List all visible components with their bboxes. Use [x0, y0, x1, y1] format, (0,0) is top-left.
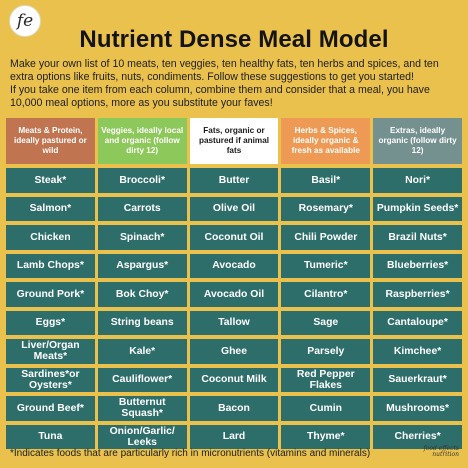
food-item-cell: Chicken — [6, 225, 95, 250]
food-item-cell: Kale* — [97, 339, 187, 364]
food-item-cell: Raspberries* — [373, 282, 462, 307]
column-extras: Nori* Pumpkin Seeds* Brazil Nuts* Blueberri… — [373, 168, 462, 449]
food-item-cell: Ground Beef* — [6, 396, 95, 421]
food-item-cell: Broccoli* — [97, 168, 187, 193]
food-grid: Steak* Salmon* Chicken Lamb Chops* Ground Po… — [6, 168, 462, 449]
food-item-cell: Parsely — [281, 339, 371, 364]
logo: fe — [9, 5, 41, 37]
food-item-cell: Cantaloupe* — [373, 310, 462, 335]
food-item-cell: Rosemary* — [281, 196, 371, 221]
food-item-cell: Aspargus* — [97, 253, 187, 278]
food-item-cell: Salmon* — [6, 196, 95, 221]
food-item-cell: Butternut Squash* — [97, 396, 187, 421]
intro-text: Make your own list of 10 meats, ten vegg… — [10, 58, 460, 110]
footnote: *Indicates foods that are particularly r… — [10, 448, 371, 459]
column-headers: Meats & Protein, ideally pastured or wil… — [6, 118, 462, 164]
food-item-cell: Bacon — [189, 396, 279, 421]
food-item-cell: Eggs* — [6, 310, 95, 335]
food-item-cell: Sage — [281, 310, 371, 335]
food-item-cell: Onion/Garlic/ Leeks — [97, 424, 187, 449]
food-item-cell: Mushrooms* — [373, 396, 462, 421]
food-item-cell: Olive Oil — [189, 196, 279, 221]
food-item-cell: Lamb Chops* — [6, 253, 95, 278]
food-item-cell: Carrots — [97, 196, 187, 221]
food-item-cell: Chili Powder — [281, 225, 371, 250]
page-title: Nutrient Dense Meal Model — [79, 26, 389, 53]
food-item-cell: Sauerkraut* — [373, 367, 462, 392]
food-item-cell: Coconut Milk — [189, 367, 279, 392]
food-item-cell: Brazil Nuts* — [373, 225, 462, 250]
column-header-fats: Fats, organic or pastured if animal fats — [189, 118, 279, 164]
food-item-cell: Tuna — [6, 424, 95, 449]
food-item-cell: Spinach* — [97, 225, 187, 250]
brand-signature: food effects nutrition — [424, 446, 459, 458]
column-header-herbs: Herbs & Spices, ideally organic & fresh … — [281, 118, 371, 164]
column-fats: Butter Olive Oil Coconut Oil Avocado Avocado… — [189, 168, 279, 449]
food-item-cell: Tumeric* — [281, 253, 371, 278]
column-header-veggies: Veggies, ideally local and organic (foll… — [97, 118, 187, 164]
intro-paragraph: If you take one item from each column, c… — [10, 84, 430, 109]
food-item-cell: Blueberries* — [373, 253, 462, 278]
column-herbs: Basil* Rosemary* Chili Powder Tumeric* Cilan… — [281, 168, 371, 449]
food-item-cell: Cumin — [281, 396, 371, 421]
food-item-cell: Basil* — [281, 168, 371, 193]
food-item-cell: Cilantro* — [281, 282, 371, 307]
food-item-cell: Nori* — [373, 168, 462, 193]
food-item-cell: String beans — [97, 310, 187, 335]
food-item-cell: Ground Pork* — [6, 282, 95, 307]
food-item-cell: Coconut Oil — [189, 225, 279, 250]
column-veggies: Broccoli* Carrots Spinach* Aspargus* Bok Cho… — [97, 168, 187, 449]
food-item-cell: Liver/Organ Meats* — [6, 339, 95, 364]
food-item-cell: Red Pepper Flakes — [281, 367, 371, 392]
food-item-cell: Tallow — [189, 310, 279, 335]
column-header-extras: Extras, ideally organic (follow dirty 12… — [373, 118, 462, 164]
food-item-cell: Steak* — [6, 168, 95, 193]
food-item-cell: Lard — [189, 424, 279, 449]
column-meats: Steak* Salmon* Chicken Lamb Chops* Ground Po… — [6, 168, 95, 449]
food-item-cell: Cherries* — [373, 424, 462, 449]
food-item-cell: Sardines*or Oysters* — [6, 367, 95, 392]
food-item-cell: Avocado — [189, 253, 279, 278]
brand-line: food effects — [423, 445, 459, 452]
food-item-cell: Butter — [189, 168, 279, 193]
column-header-meats: Meats & Protein, ideally pastured or wil… — [6, 118, 95, 164]
food-item-cell: Kimchee* — [373, 339, 462, 364]
intro-paragraph: Make your own list of 10 meats, ten vegg… — [10, 58, 439, 83]
brand-line: nutrition — [432, 451, 459, 458]
food-item-cell: Avocado Oil — [189, 282, 279, 307]
food-item-cell: Bok Choy* — [97, 282, 187, 307]
food-item-cell: Ghee — [189, 339, 279, 364]
food-item-cell: Thyme* — [281, 424, 371, 449]
logo-text: fe — [16, 11, 34, 31]
food-item-cell: Pumpkin Seeds* — [373, 196, 462, 221]
food-item-cell: Cauliflower* — [97, 367, 187, 392]
